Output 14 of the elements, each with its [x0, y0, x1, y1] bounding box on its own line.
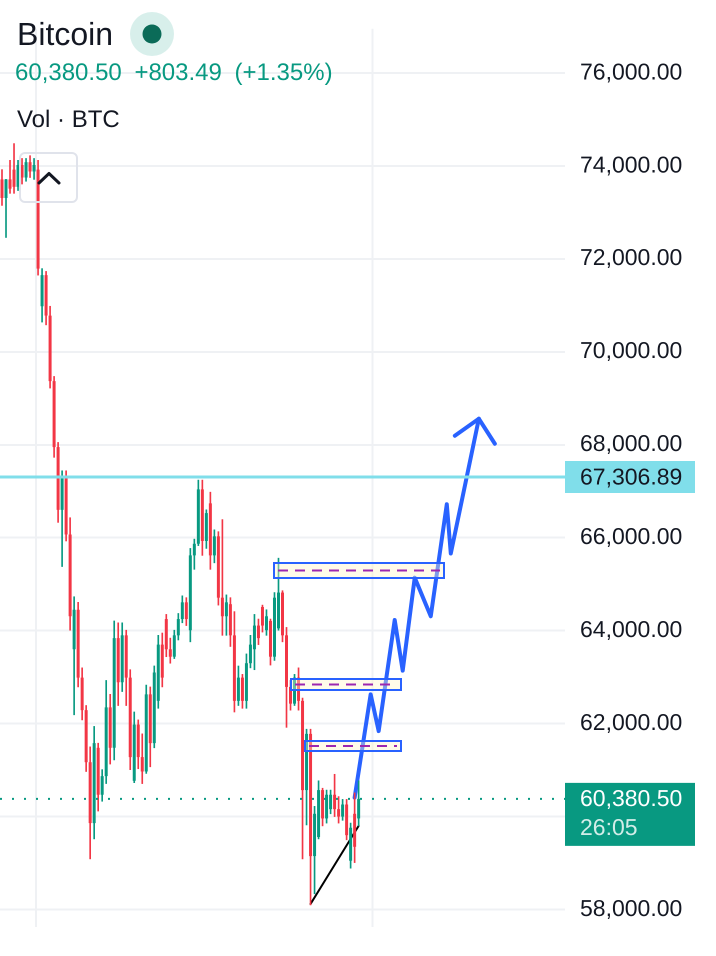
- y-tick-label: 66,000.00: [580, 523, 682, 550]
- annotation: Vol · BTC: [17, 106, 120, 133]
- ref-line-label: 60,380.50 26:05: [580, 785, 682, 840]
- ref-line-label: 67,306.89: [580, 463, 682, 490]
- y-tick-label: 58,000.00: [580, 894, 682, 921]
- y-tick-label: 68,000.00: [580, 430, 682, 456]
- chart-title: Bitcoin: [17, 16, 114, 52]
- y-tick-label: 76,000.00: [580, 58, 682, 84]
- y-tick-label: 64,000.00: [580, 616, 682, 642]
- y-tick-label: 72,000.00: [580, 244, 682, 270]
- y-tick-label: 70,000.00: [580, 337, 682, 364]
- y-tick-label: 62,000.00: [580, 708, 682, 735]
- y-tick-label: 74,000.00: [580, 151, 682, 178]
- text: 60,380.50 +803.49 (+1.35%): [15, 59, 333, 86]
